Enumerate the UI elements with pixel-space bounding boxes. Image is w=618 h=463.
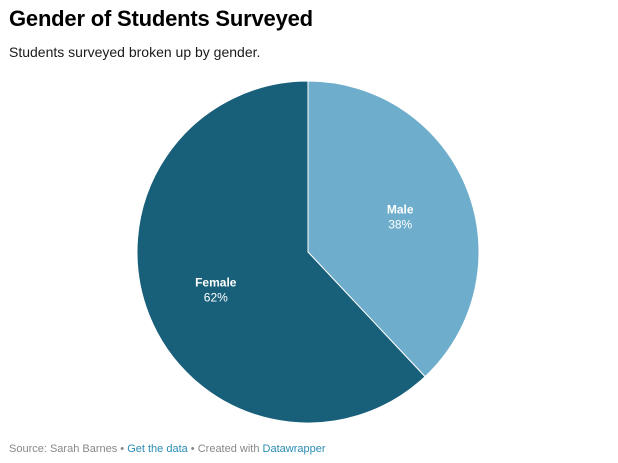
slice-label-female: Female — [195, 276, 237, 290]
created-with-text: • Created with — [187, 443, 263, 455]
source-text: Source: Sarah Barnes — [9, 443, 118, 455]
get-the-data-link[interactable]: Get the data — [127, 443, 188, 455]
pie-slice-female[interactable] — [136, 80, 426, 424]
chart-subtitle: Students surveyed broken up by gender. — [9, 44, 261, 60]
slice-label-male: Male — [387, 202, 414, 216]
chart-title: Gender of Students Surveyed — [9, 6, 313, 31]
pie-slice-male[interactable] — [307, 80, 480, 378]
slice-value-female: 62% — [204, 291, 228, 305]
chart-footer: Source: Sarah Barnes • Get the data • Cr… — [9, 443, 326, 455]
slice-value-male: 38% — [388, 217, 412, 231]
footer-separator: • — [117, 443, 128, 455]
datawrapper-link[interactable]: Datawrapper — [262, 443, 326, 455]
